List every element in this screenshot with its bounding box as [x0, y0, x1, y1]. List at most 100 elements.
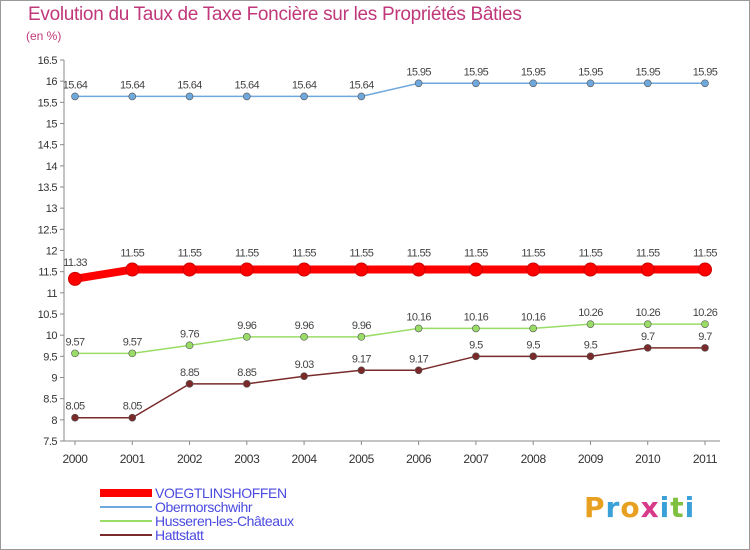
data-point	[185, 92, 194, 101]
data-label: 11.55	[636, 248, 660, 260]
y-tick-label: 16	[46, 76, 58, 88]
data-point	[243, 333, 251, 341]
x-tick-label: 2005	[349, 452, 375, 466]
data-point	[300, 372, 308, 381]
legend-item-husseren: Husseren-les-Châteaux	[100, 513, 360, 529]
series-line-1	[74, 82, 706, 98]
data-point	[354, 262, 369, 277]
data-point	[71, 92, 79, 101]
data-point	[643, 344, 652, 352]
x-tick-label: 2001	[120, 452, 146, 466]
y-tick-label: 14.5	[38, 140, 58, 152]
data-label: 9.5	[469, 339, 483, 351]
data-point	[414, 79, 423, 88]
data-point	[68, 271, 82, 286]
data-label: 9.5	[526, 339, 540, 351]
data-label: 11.55	[579, 248, 603, 260]
data-point	[411, 262, 426, 277]
data-point	[643, 79, 652, 88]
data-label: 15.64	[120, 79, 145, 91]
data-label: 8.85	[237, 367, 256, 379]
data-point	[701, 320, 709, 328]
series-line-0	[71, 265, 709, 283]
legend-swatch-voegtlinshoffen	[100, 489, 152, 497]
data-point	[357, 92, 366, 101]
data-label: 10.16	[521, 311, 546, 323]
data-point	[701, 344, 709, 352]
chart-axes: 7.5 8 8.5 9 9.5 10 10.5 11 11.5 12 12.5 13 13.5 14 14.…	[38, 55, 720, 466]
x-tick-label: 2007	[463, 452, 489, 466]
y-tick-label: 7.5	[43, 436, 57, 448]
y-tick-label: 8	[51, 415, 57, 427]
data-label: 10.26	[635, 307, 660, 319]
data-label: 9.57	[65, 336, 84, 348]
proxiti-logo: Proxiti	[584, 491, 696, 524]
data-label: 9.17	[409, 353, 428, 365]
legend-item-voegtlinshoffen: VOEGTLINSHOFFEN	[100, 485, 360, 501]
data-point	[472, 324, 480, 333]
data-point	[526, 262, 541, 277]
legend-label-hattstatt: Hattstatt	[155, 527, 204, 543]
data-label: 15.64	[177, 79, 202, 91]
legend-label-obermorschwihr: Obermorschwihr	[155, 499, 253, 515]
data-point	[128, 349, 137, 358]
data-label: 15.64	[63, 79, 88, 91]
chart-data-labels: 15.64 15.64 15.64 15.64 15.64 15.64 15.95 15.95…	[63, 66, 719, 412]
y-tick-label: 13.5	[38, 182, 58, 194]
chart-title: Evolution du Taux de Taxe Foncière sur l…	[28, 4, 522, 25]
y-tick-label: 10.5	[38, 309, 58, 321]
data-point	[185, 380, 194, 388]
data-point	[529, 352, 537, 361]
data-point	[243, 92, 251, 101]
x-tick-label: 2003	[234, 452, 260, 466]
data-point	[472, 79, 480, 88]
data-point	[297, 262, 312, 277]
x-tick-label: 2006	[406, 452, 432, 466]
y-tick-label: 11	[47, 288, 58, 300]
data-point	[640, 262, 655, 277]
data-point	[468, 262, 483, 277]
y-tick-label: 15	[46, 119, 58, 131]
data-label: 11.55	[292, 248, 316, 260]
data-label: 10.16	[464, 311, 489, 323]
data-point	[414, 324, 423, 333]
data-label: 9.17	[352, 353, 371, 365]
data-point	[414, 366, 423, 375]
x-tick-label: 2002	[177, 452, 203, 466]
data-label: 15.95	[464, 66, 489, 78]
data-point	[357, 366, 366, 375]
data-point	[71, 413, 79, 422]
data-label: 11.55	[521, 248, 545, 260]
data-point	[529, 324, 537, 333]
legend-item-obermorschwihr: Obermorschwihr	[100, 499, 360, 515]
data-label: 9.7	[641, 331, 655, 343]
data-label: 11.55	[350, 248, 374, 260]
data-label: 10.26	[693, 307, 718, 319]
data-point	[185, 341, 194, 350]
data-label: 15.95	[635, 66, 660, 78]
data-label: 15.95	[406, 66, 431, 78]
legend-label-husseren: Husseren-les-Châteaux	[155, 513, 294, 529]
data-label: 9.57	[123, 336, 142, 348]
data-label: 9.96	[295, 320, 314, 332]
data-label: 9.96	[237, 320, 256, 332]
y-tick-label: 12.5	[38, 224, 58, 236]
legend-item-hattstatt: Hattstatt	[100, 527, 360, 543]
y-tick-label: 11.5	[38, 267, 57, 279]
y-tick-label: 14	[46, 161, 58, 173]
data-label: 11.55	[407, 248, 431, 260]
x-tick-label: 2010	[635, 452, 661, 466]
x-tick-label: 2004	[292, 452, 318, 466]
data-point	[586, 79, 595, 88]
chart-subtitle: (en %)	[26, 29, 62, 43]
data-point	[300, 333, 308, 341]
data-point	[586, 352, 595, 361]
legend-label-voegtlinshoffen: VOEGTLINSHOFFEN	[155, 485, 287, 501]
y-tick-label: 16.5	[38, 55, 58, 67]
data-label: 11.55	[464, 248, 488, 260]
data-label: 9.76	[180, 328, 199, 340]
data-point	[239, 262, 254, 277]
y-tick-label: 13	[46, 203, 58, 215]
